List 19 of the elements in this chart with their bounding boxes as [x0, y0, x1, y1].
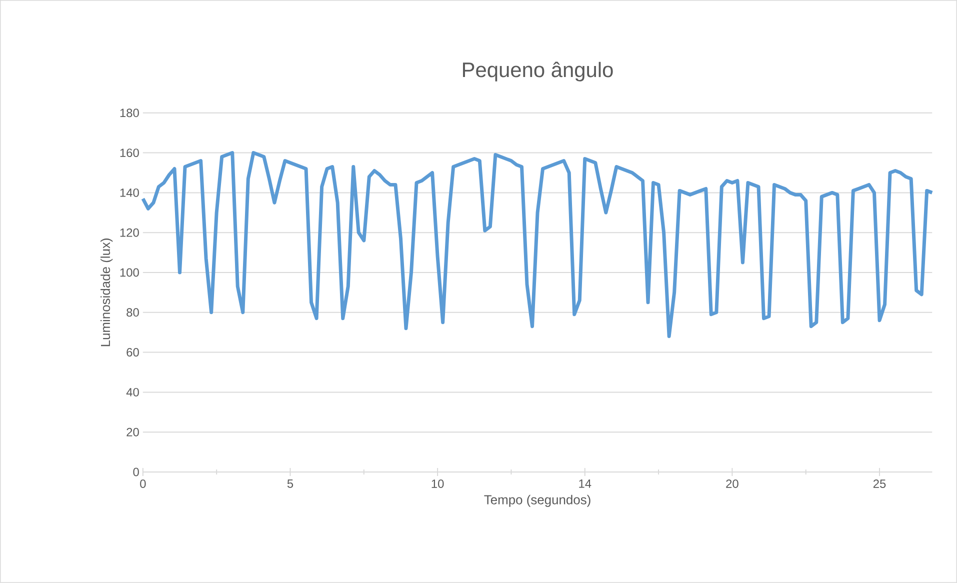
y-tick-label: 180 — [120, 108, 139, 118]
x-tick-label: 5 — [287, 480, 294, 488]
chart-title: Pequeno ângulo — [463, 62, 613, 82]
y-tick-label: 60 — [126, 348, 139, 357]
x-tick-label: 14 — [579, 480, 592, 488]
x-tick-label: 10 — [432, 480, 444, 488]
y-axis-title: Luminosidade (lux) — [100, 238, 113, 346]
x-tick-label: 25 — [873, 480, 886, 488]
x-axis-title: Tempo (segundos) — [484, 494, 590, 507]
y-tick-label: 140 — [120, 188, 139, 197]
y-tick-label: 40 — [126, 388, 139, 396]
y-tick-label: 20 — [126, 428, 139, 436]
y-tick-label: 0 — [133, 468, 139, 476]
y-tick-label: 80 — [126, 308, 139, 317]
y-tick-label: 100 — [120, 268, 139, 277]
y-tick-label: 160 — [120, 148, 139, 158]
x-tick-label: 20 — [726, 480, 738, 488]
y-tick-label: 120 — [120, 228, 139, 237]
x-tick-label: 0 — [140, 480, 146, 488]
